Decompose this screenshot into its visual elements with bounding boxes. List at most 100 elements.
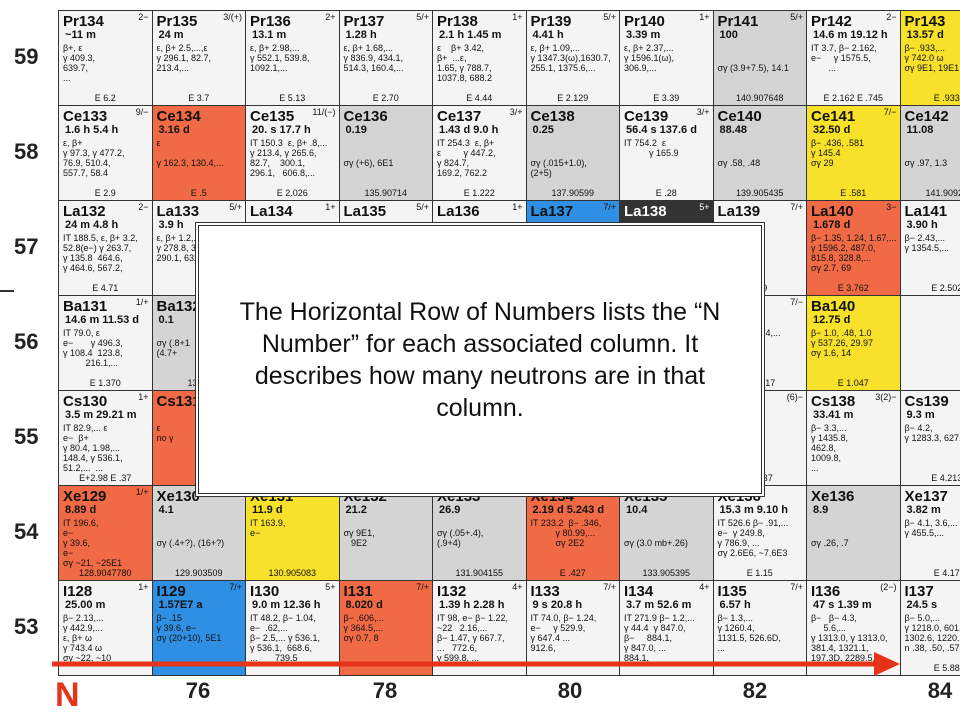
nuclide-symbol: I133 — [530, 583, 560, 600]
nuclide-half-life: 4.41 h — [532, 29, 564, 41]
nuclide-half-life: 47 s 1.39 m — [813, 599, 872, 611]
nuclide-decay-info: ε γ 162.3, 130.4,... — [156, 138, 224, 168]
nuclide-cell: Xe13111.9 dIT 163.9, e−130.905083 — [245, 485, 340, 581]
nuclide-spin: 7/+ — [603, 582, 616, 592]
nuclide-decay-info: β− 2.43,... γ 1354.5,... — [904, 233, 950, 253]
nuclide-decay-info: β− 5.0,... γ 1218.0, 601.1, 1302.6, 1220… — [904, 613, 960, 653]
nuclide-spin: 5+ — [325, 582, 336, 592]
nuclide-cell — [899, 295, 960, 391]
z-number-label: 54 — [14, 519, 39, 544]
nuclide-cell: Ce134 3.16 d ε γ 162.3, 130.4,... E .5 — [151, 105, 246, 201]
nuclide-symbol: Pr142 — [811, 13, 852, 30]
nuclide-decay-info: IT 150.3 ε, β+ .8,... γ 213.4, γ 265.6, … — [250, 138, 328, 178]
nuclide-cell: Pr142 2− 14.6 m 19.12 h IT 3.7, β− 2.162, e… — [806, 10, 901, 106]
nuclide-cell: Ce136 0.19 σγ (+6), 6E1 135.90714 — [338, 105, 433, 201]
nuclide-mass: 139.905435 — [735, 188, 784, 198]
nuclide-spin: 2+ — [325, 12, 336, 22]
nuclide-half-life: 33.41 m — [813, 409, 854, 421]
nuclide-decay-info: IT 74.0, β− 1.24, e− γ 529.9, γ 647.4 ..… — [530, 613, 597, 653]
nuclide-half-life: 24 m — [158, 29, 184, 41]
nuclide-symbol: Ce136 — [343, 108, 388, 125]
nuclide-decay-info: ε no γ — [156, 423, 174, 443]
nuclide-mass: E 3.762 — [837, 283, 869, 293]
nuclide-mass: E 4.71 — [92, 283, 119, 293]
nuclide-cell: Pr140 1+ 3.39 m ε, β+ 2.37,... γ 1596.1(ω),… — [619, 10, 714, 106]
nuclide-cell: Cs130 1+ 3.5 m 29.21 m IT 82.9,... ε e− β+ … — [58, 390, 153, 486]
nuclide-symbol: Pr139 — [530, 13, 572, 30]
nuclide-cell: I128 1+ 25.00 m β− 2.13,... γ 442.9,... ε, … — [58, 580, 153, 676]
nuclide-decay-info: σγ .58, .48 — [717, 158, 761, 168]
nuclide-mass: E .5 — [190, 188, 207, 198]
z-number-label: 53 — [14, 614, 39, 639]
nuclide-half-life: 14.6 m 11.53 d — [65, 314, 139, 326]
nuclide-decay-info: β− 4.1, 3.6,... γ 455.5,... — [904, 518, 958, 538]
nuclide-symbol: Ce134 — [156, 108, 201, 125]
nuclide-spin: (6)− — [786, 392, 803, 402]
nuclide-symbol: Ce140 — [717, 108, 762, 125]
nuclide-mass: 135.90714 — [364, 188, 408, 198]
nuclide-decay-info: β− β− 4.3, 5.6,... γ 1313.0, γ 1313.0, 3… — [811, 613, 888, 663]
nuclide-half-life: 6.57 h — [719, 599, 751, 611]
nuclide-cell: Ce140 88.48 σγ .58, .48 139.905435 — [712, 105, 807, 201]
nuclide-cell: Xe13221.2 σγ 9E1, 9E2 — [338, 485, 433, 581]
nuclide-cell: Ce138 0.25 σγ (.015+1.0), (2+5) 137.90599 — [525, 105, 620, 201]
nuclide-mass: E 4.17 — [933, 568, 960, 578]
nuclide-spin: 1+ — [138, 392, 149, 402]
nuclide-symbol: Pr143 — [904, 13, 946, 30]
nuclide-symbol: Xe136 — [811, 488, 855, 505]
nuclide-symbol: Ce135 — [250, 108, 295, 125]
nuclide-mass: 137.90599 — [551, 188, 595, 198]
nuclide-half-life: 13.1 m — [252, 29, 287, 41]
nuclide-half-life: 0.19 — [345, 124, 367, 136]
nuclide-decay-info: ε, β+ 2.98,... γ 552.1, 539.8, 1092.1,..… — [250, 43, 310, 73]
nuclide-decay-info: β− 1.35, 1.24, 1.67,... γ 1596.2, 487.0,… — [811, 233, 897, 273]
nuclide-decay-info: IT 526.6 β− .91,... e− γ 249.8, γ 786.9,… — [717, 518, 789, 558]
nuclide-cell: I133 7/+ 9 s 20.8 h IT 74.0, β− 1.24, e− γ … — [525, 580, 620, 676]
nuclide-decay-info: IT 271.9 β− 1.2,... γ 44.4 γ 847.0, β− 8… — [624, 613, 695, 663]
nuclide-half-life: 26.9 — [439, 504, 461, 516]
n-number-label: 84 — [927, 678, 953, 703]
nuclide-mass: E 3.7 — [188, 93, 210, 103]
nuclide-mass: 129.903509 — [174, 568, 223, 578]
axis-tick-mark — [0, 290, 14, 292]
nuclide-half-life: 24.5 s — [906, 599, 938, 611]
nuclide-cell: Pr136 2+ 13.1 m ε, β+ 2.98,... γ 552.1, 539… — [245, 10, 340, 106]
nuclide-half-life: 24 m 4.8 h — [65, 219, 119, 231]
nuclide-half-life: 14.6 m 19.12 h — [813, 29, 888, 41]
nuclide-spin: 1+ — [512, 12, 523, 22]
nuclide-mass: 130.905083 — [268, 568, 317, 578]
nuclide-decay-info: IT 98, e− β− 1.22, ~22 2.16,... β− 1.47,… — [437, 613, 509, 663]
nuclide-mass: E 1.15 — [746, 568, 773, 578]
nuclide-symbol: I128 — [63, 583, 93, 600]
nuclide-half-life: 0.25 — [532, 124, 554, 136]
nuclide-symbol: Pr137 — [343, 13, 385, 30]
nuclide-cell: Xe13615.3 m 9.10 hIT 526.6 β− .91,... e−… — [712, 485, 807, 581]
nuclide-symbol: La133 — [156, 203, 200, 220]
nuclide-cell: Cs138 3(2)− 33.41 m β− 3.3,... γ 1435.8, 46… — [806, 390, 901, 486]
nuclide-mass: 141.90924 — [925, 188, 960, 198]
nuclide-mass: E 2.129 — [557, 93, 589, 103]
nuclide-mass: E 2.9 — [94, 188, 116, 198]
nuclide-decay-info: ε, β+ 2.5,...,ε γ 296.1, 82.7, 213.4,... — [156, 43, 212, 73]
nuclide-mass: E .427 — [559, 568, 586, 578]
nuclide-cell: Xe130 4.1 σγ (.4+?), (16+?) 129.903509 — [151, 485, 246, 581]
nuclide-mass: E 2.026 — [276, 188, 308, 198]
nuclide-mass: E .933 — [933, 93, 960, 103]
nuclide-cell: I135 7/+ 6.57 h β− 1.3,... γ 1260.4, 1131.5… — [712, 580, 807, 676]
nuclide-decay-info: β− 4.2, γ 1283.3, 627.3 — [904, 423, 960, 443]
nuclide-spin: 5/+ — [416, 202, 429, 212]
nuclide-cell: I136 (2−) 47 s 1.39 m β− β− 4.3, 5.6,... γ … — [806, 580, 901, 676]
nuclide-spin: (2−) — [880, 582, 897, 592]
nuclide-half-life: 56.4 s 137.6 d — [626, 124, 697, 136]
nuclide-decay-info: σγ (3.0 mb+.26) — [624, 538, 688, 548]
nuclide-half-life: 3.90 h — [906, 219, 938, 231]
nuclide-cell: I130 5+ 9.0 m 12.36 h IT 48.2, β− 1.04, e− … — [245, 580, 340, 676]
nuclide-spin: 4+ — [512, 582, 523, 592]
nuclide-cell: Pr141 5/+ 100 σγ (3.9+7.5), 14.1 140.907648 — [712, 10, 807, 106]
nuclide-spin: 5+ — [699, 202, 710, 212]
nuclide-decay-info: ε, β+ 1.09,... γ 1347.3(ω),1630.7, 255.1… — [530, 43, 611, 73]
nuclide-spin: 7/+ — [790, 202, 803, 212]
nuclide-symbol: Pr136 — [250, 13, 291, 30]
nuclide-spin: 3− — [886, 202, 897, 212]
